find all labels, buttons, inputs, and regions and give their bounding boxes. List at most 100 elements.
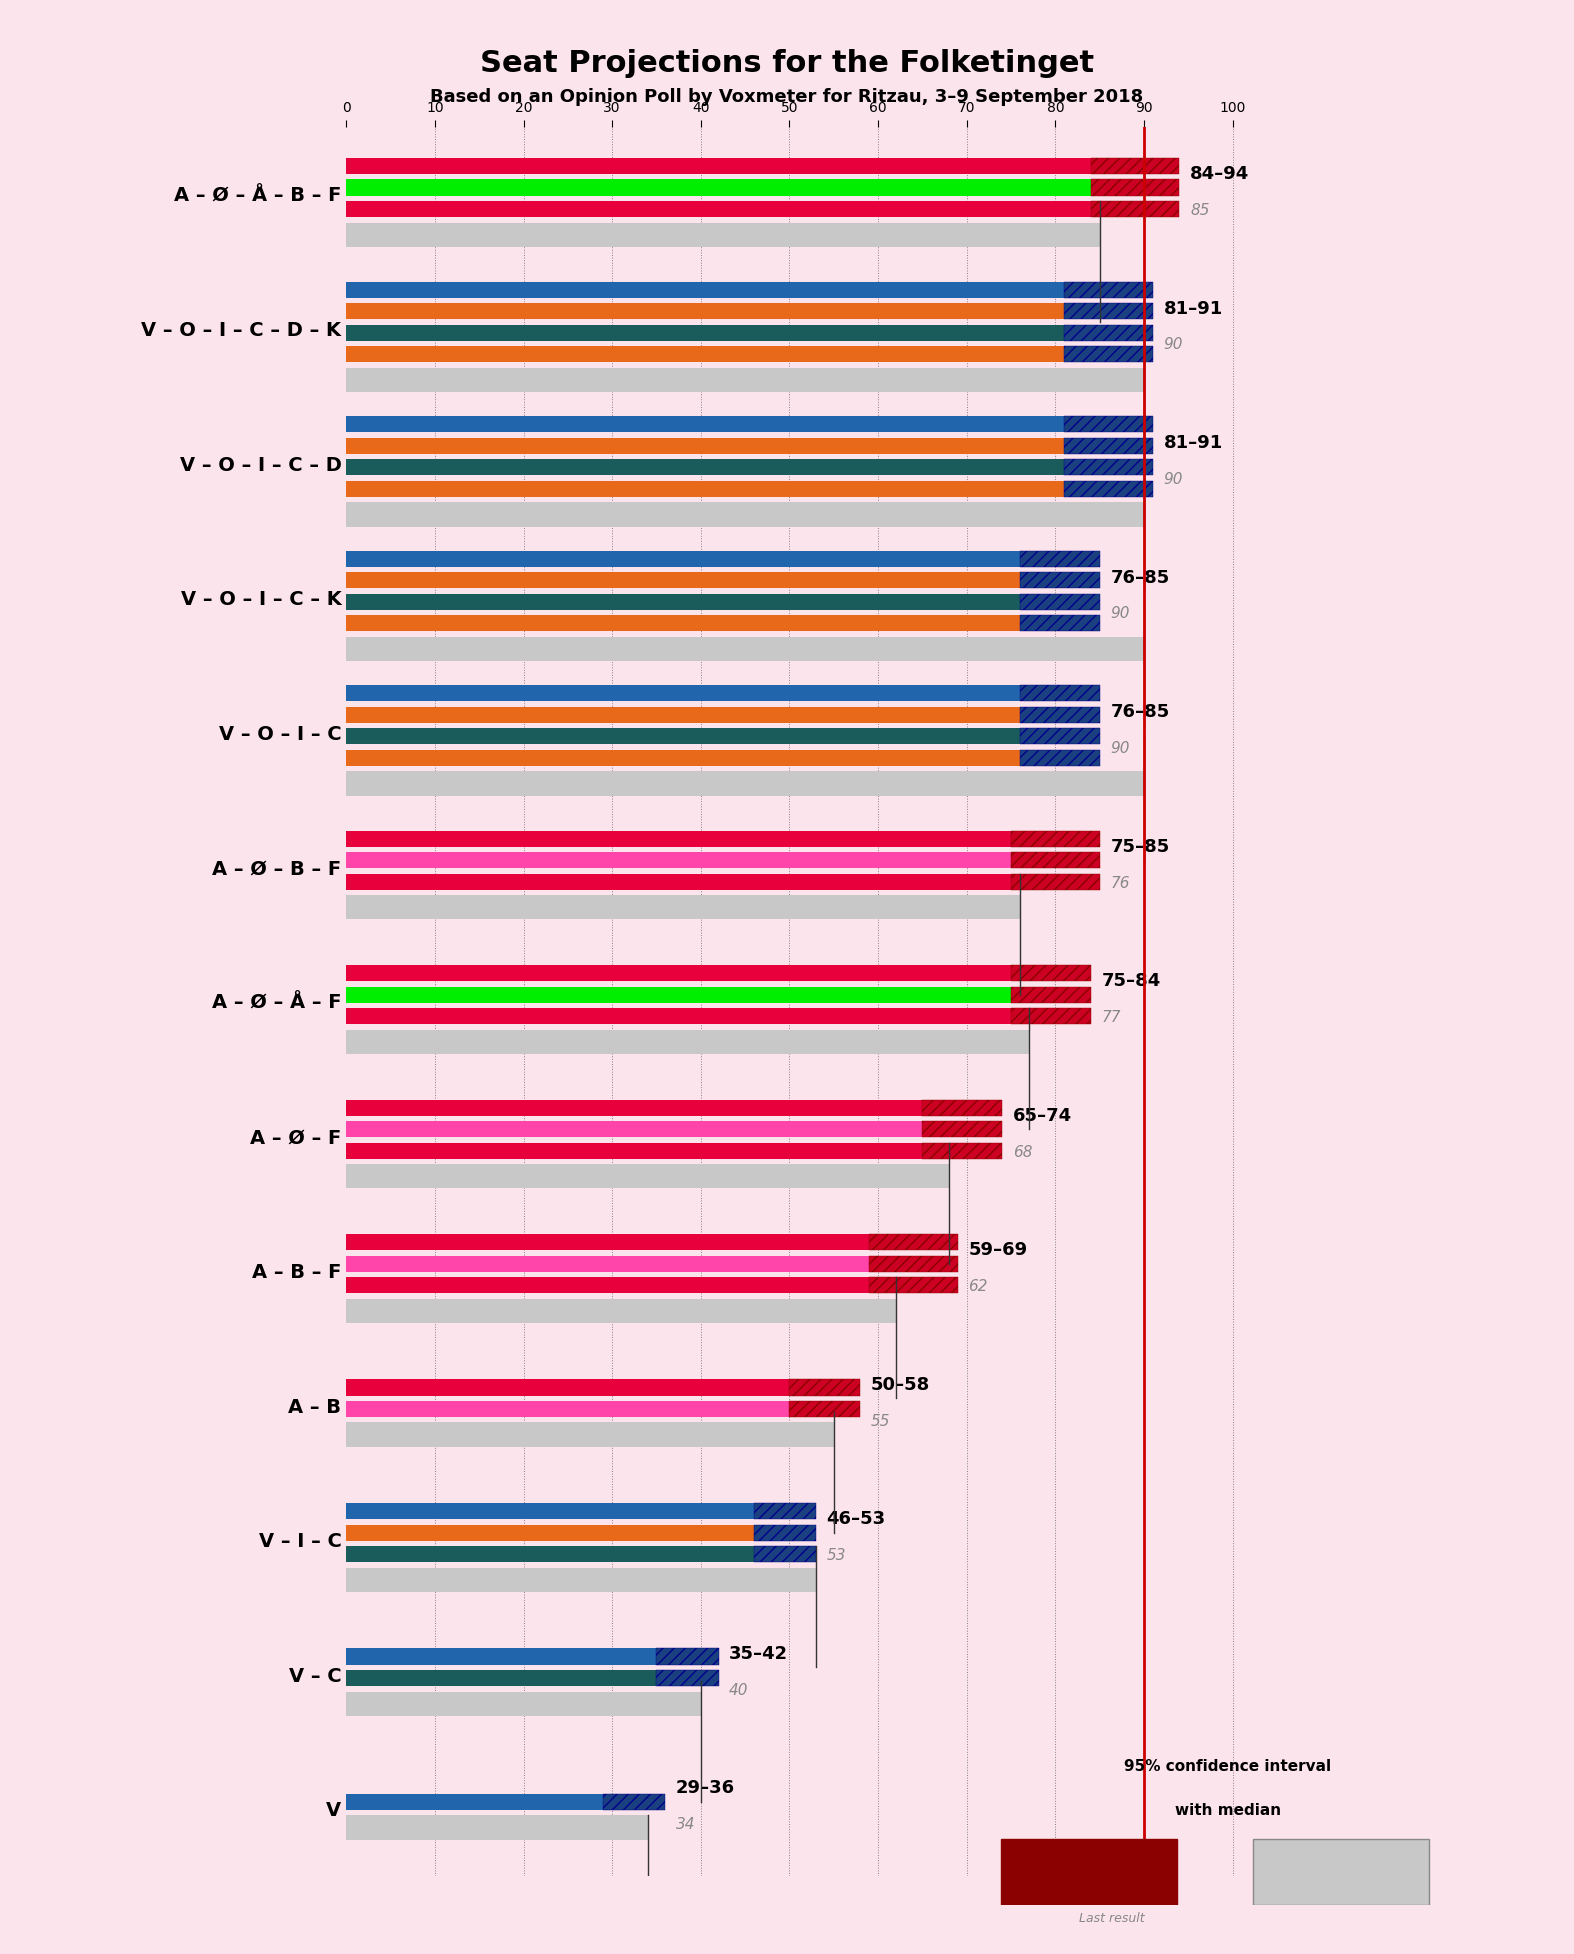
Text: with median: with median [1174, 1802, 1281, 1817]
Bar [346, 367, 1144, 393]
Bar [1020, 594, 1100, 610]
Bar [1064, 416, 1152, 432]
Text: 35–42: 35–42 [729, 1645, 789, 1663]
Bar [346, 502, 1144, 526]
Bar [346, 346, 1064, 361]
Bar [346, 180, 1091, 195]
Text: 55: 55 [870, 1413, 891, 1428]
Bar [346, 1165, 949, 1188]
Bar [1091, 180, 1179, 195]
Text: Seat Projections for the Folketinget: Seat Projections for the Folketinget [480, 49, 1094, 78]
Text: 90: 90 [1163, 473, 1184, 487]
Text: 76: 76 [1110, 875, 1130, 891]
Bar [754, 1546, 815, 1563]
Text: 85: 85 [1190, 203, 1209, 219]
Bar [346, 1546, 754, 1563]
Bar [346, 1256, 869, 1272]
Bar [346, 1692, 700, 1716]
Bar [1011, 873, 1100, 889]
Bar [346, 1649, 656, 1665]
Bar [346, 729, 1020, 744]
Bar [1020, 750, 1100, 766]
Bar [1064, 438, 1152, 453]
Bar [346, 1278, 869, 1294]
Text: 29–36: 29–36 [675, 1780, 735, 1798]
Bar [346, 1567, 815, 1593]
Bar [869, 1278, 959, 1294]
Text: 90: 90 [1110, 606, 1130, 621]
Bar [869, 1256, 959, 1272]
Bar [1011, 965, 1091, 981]
Bar [1011, 1008, 1091, 1024]
Bar [754, 1524, 815, 1542]
Text: 62: 62 [968, 1280, 988, 1294]
Bar [346, 750, 1020, 766]
Bar [1020, 573, 1100, 588]
Text: 59–69: 59–69 [968, 1241, 1028, 1258]
Bar [346, 1423, 834, 1446]
Bar [346, 551, 1020, 567]
Bar [346, 707, 1020, 723]
Bar [346, 772, 1144, 795]
Bar [346, 637, 1144, 660]
Text: 68: 68 [1012, 1145, 1033, 1159]
Text: 84–94: 84–94 [1190, 164, 1250, 184]
Bar [1064, 346, 1152, 361]
Bar [346, 987, 1011, 1002]
Bar [346, 281, 1064, 297]
Text: 50–58: 50–58 [870, 1376, 930, 1393]
Text: Based on an Opinion Poll by Voxmeter for Ritzau, 3–9 September 2018: Based on an Opinion Poll by Voxmeter for… [430, 88, 1144, 106]
Text: 53: 53 [826, 1548, 847, 1563]
Bar [346, 1122, 922, 1137]
Bar [1064, 459, 1152, 475]
Text: 95% confidence interval: 95% confidence interval [1124, 1759, 1332, 1774]
Text: 77: 77 [1102, 1010, 1121, 1026]
Bar [1011, 830, 1100, 846]
Bar [346, 201, 1091, 217]
Bar [346, 438, 1064, 453]
Bar [346, 616, 1020, 631]
Bar [346, 1380, 790, 1395]
Bar [346, 459, 1064, 475]
Bar [346, 1524, 754, 1542]
Bar [346, 1030, 1029, 1053]
Bar [922, 1122, 1003, 1137]
Bar [346, 1503, 754, 1520]
Text: 65–74: 65–74 [1012, 1106, 1072, 1126]
Bar [346, 158, 1091, 174]
Bar [656, 1671, 719, 1686]
Text: 76–85: 76–85 [1110, 569, 1169, 586]
Bar [346, 1143, 922, 1159]
Bar [603, 1794, 666, 1809]
Text: 46–53: 46–53 [826, 1510, 886, 1528]
Bar [1020, 707, 1100, 723]
Bar [790, 1401, 861, 1417]
Bar [1011, 852, 1100, 868]
Text: 40: 40 [729, 1682, 749, 1698]
Bar [346, 573, 1020, 588]
Bar [1091, 158, 1179, 174]
Bar [754, 1503, 815, 1520]
Bar [922, 1143, 1003, 1159]
Bar [346, 1401, 790, 1417]
Text: 90: 90 [1163, 338, 1184, 352]
Bar [346, 1794, 603, 1809]
Bar [346, 223, 1100, 246]
Text: Last result: Last result [1080, 1913, 1144, 1925]
Bar [346, 873, 1011, 889]
Bar [790, 1380, 861, 1395]
Bar [346, 1671, 656, 1686]
Bar [346, 1299, 896, 1323]
Bar [1011, 987, 1091, 1002]
Bar [346, 1008, 1011, 1024]
Text: 34: 34 [675, 1817, 696, 1833]
Text: 81–91: 81–91 [1163, 434, 1223, 451]
Bar [1064, 324, 1152, 340]
Bar [1064, 303, 1152, 319]
Bar [1020, 686, 1100, 701]
Bar [1091, 201, 1179, 217]
Bar [1020, 616, 1100, 631]
Bar [1253, 1839, 1429, 1905]
Bar [1064, 481, 1152, 496]
Bar [346, 965, 1011, 981]
